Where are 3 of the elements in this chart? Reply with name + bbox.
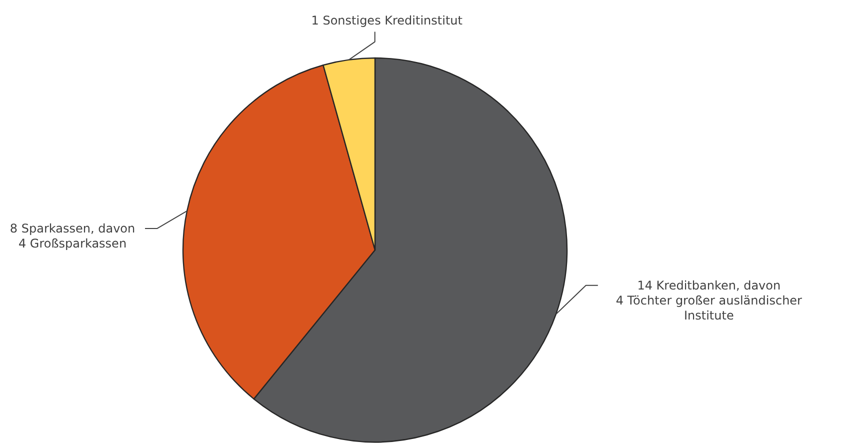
slice-label: 14 Kreditbanken, davon 4 Töchter großer ausländischer Institute: [616, 278, 802, 322]
slice-label: 8 Sparkassen, davon 4 Großsparkassen: [10, 222, 136, 251]
slice-label: 1 Sonstiges Kreditinstitut: [311, 13, 463, 28]
